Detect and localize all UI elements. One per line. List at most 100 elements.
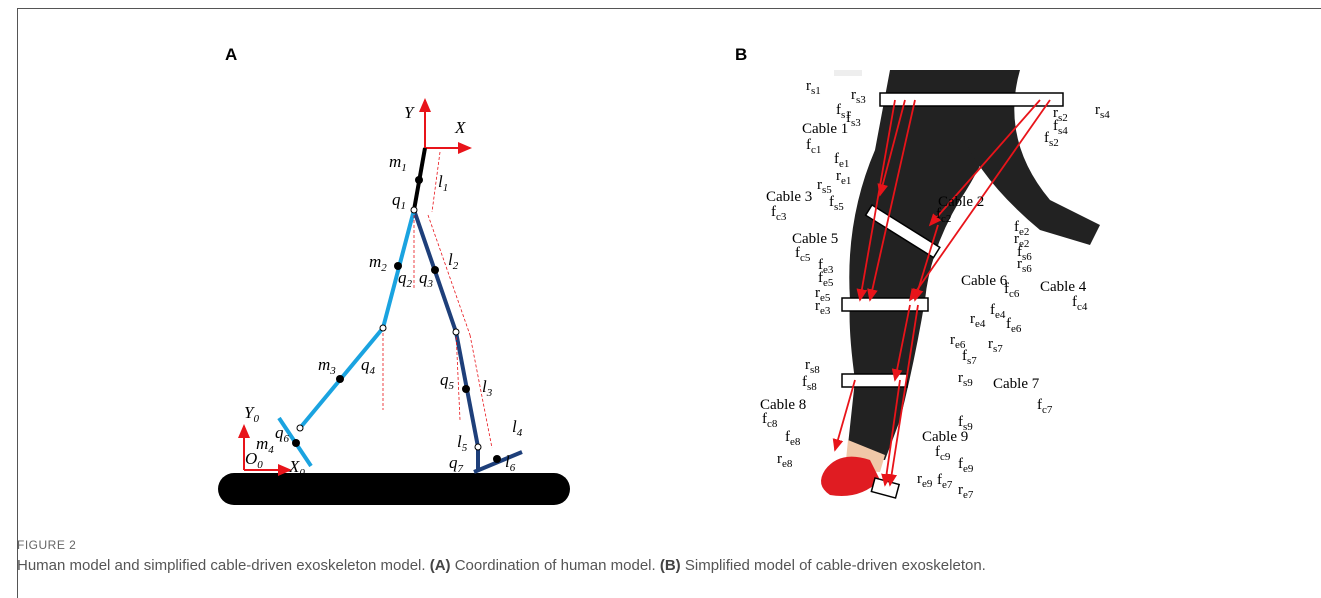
label-base: r	[1095, 102, 1100, 118]
label-base: f	[937, 472, 942, 488]
diagram-label: q6	[275, 423, 290, 445]
label-base: r	[836, 168, 841, 184]
diagram-label: l1	[438, 172, 448, 194]
label-base: f	[829, 194, 834, 210]
diagram-label: rs1	[806, 78, 821, 97]
label-sub: s4	[1100, 109, 1110, 121]
diagram-label: fc2	[936, 206, 951, 225]
label-sub: 5	[449, 380, 455, 392]
diagram-label: re6	[950, 332, 966, 351]
label-sub: e1	[841, 175, 851, 187]
label-sub: c9	[940, 451, 951, 463]
label-sub: 0	[253, 413, 259, 425]
diagram-label: rs5	[817, 177, 832, 196]
diagram-label: O0	[245, 449, 263, 471]
label-sub: s7	[993, 343, 1003, 355]
label-base: Y	[244, 403, 255, 422]
diagram-label: fe4	[990, 302, 1006, 321]
label-base: Cable 2	[938, 194, 984, 210]
diagram-label: m4	[256, 434, 274, 456]
figure-frame	[17, 8, 1321, 598]
caption-lead: Human model and simplified cable-driven …	[17, 557, 426, 574]
diagram-label: fs8	[802, 374, 817, 393]
label-sub: s1	[811, 85, 821, 97]
diagram-label: Cable 8	[760, 397, 806, 413]
label-base: r	[1053, 105, 1058, 121]
label-sub: 6	[510, 462, 516, 474]
label-base: q	[361, 355, 370, 374]
label-base: f	[1072, 294, 1077, 310]
label-sub: 0	[299, 467, 305, 479]
label-sub: 0	[257, 459, 263, 471]
label-sub: 3	[329, 365, 336, 377]
panel-label: A	[225, 45, 237, 64]
label-base: X	[454, 118, 466, 137]
label-sub: c2	[941, 213, 951, 225]
diagram-label: fe2	[1014, 219, 1029, 238]
label-sub: s5	[822, 184, 832, 196]
label-sub: e6	[955, 339, 966, 351]
diagram-label: q5	[440, 370, 455, 392]
diagram-label: fs4	[1053, 118, 1068, 137]
diagram-label: re4	[970, 311, 986, 330]
label-sub: e8	[782, 458, 793, 470]
label-sub: c5	[800, 252, 811, 264]
label-sub: 2	[381, 262, 387, 274]
label-sub: s1	[841, 109, 851, 121]
label-base: f	[795, 245, 800, 261]
diagram-label: re3	[815, 298, 831, 317]
diagram-label: l6	[505, 452, 516, 474]
label-sub: s3	[856, 94, 866, 106]
diagram-label: m3	[318, 355, 336, 377]
label-base: r	[777, 451, 782, 467]
label-base: f	[1037, 397, 1042, 413]
diagram-label: fs3	[846, 110, 861, 129]
label-base: m	[318, 355, 330, 374]
label-base: l	[457, 432, 462, 451]
label-sub: 6	[284, 433, 290, 445]
diagram-label: rs3	[851, 87, 866, 106]
label-base: Cable 5	[792, 231, 838, 247]
label-sub: c6	[1009, 288, 1020, 300]
label-base: f	[958, 414, 963, 430]
label-base: q	[392, 190, 401, 209]
diagram-label: l4	[512, 417, 523, 439]
diagram-label: Cable 3	[766, 189, 812, 205]
caption: Human model and simplified cable-driven …	[17, 557, 986, 574]
label-base: f	[1044, 130, 1049, 146]
label-base: f	[1017, 244, 1022, 260]
diagram-label: fc8	[762, 411, 778, 430]
label-sub: s5	[834, 201, 844, 213]
label-sub: e9	[963, 463, 974, 475]
label-base: l	[482, 377, 487, 396]
label-base: f	[834, 151, 839, 167]
label-sub: s6	[1022, 263, 1032, 275]
diagram-label: Cable 2	[938, 194, 984, 210]
label-base: r	[1014, 231, 1019, 247]
label-sub: 4	[370, 365, 376, 377]
caption-tag: (A)	[429, 557, 451, 574]
label-sub: e5	[823, 277, 834, 289]
label-base: Cable 8	[760, 397, 806, 413]
diagram-label: Y0	[244, 403, 259, 425]
diagram-label: re9	[917, 471, 933, 490]
label-sub: 7	[458, 463, 464, 475]
label-base: q	[398, 268, 407, 287]
label-base: r	[958, 482, 963, 498]
label-base: l	[438, 172, 443, 191]
diagram-label: Cable 4	[1040, 279, 1087, 295]
label-base: f	[990, 302, 995, 318]
label-base: f	[1014, 219, 1019, 235]
label-base: Cable 6	[961, 273, 1008, 289]
diagram-label: re1	[836, 168, 851, 187]
label-sub: 3	[427, 278, 434, 290]
diagram-label: fe1	[834, 151, 849, 170]
label-sub: c1	[811, 144, 821, 156]
label-base: m	[389, 152, 401, 171]
label-sub: e3	[823, 264, 834, 276]
diagram-label: fe7	[937, 472, 953, 491]
label-sub: 3	[486, 387, 493, 399]
label-base: r	[851, 87, 856, 103]
diagram-label: m2	[369, 252, 387, 274]
label-base: l	[512, 417, 517, 436]
